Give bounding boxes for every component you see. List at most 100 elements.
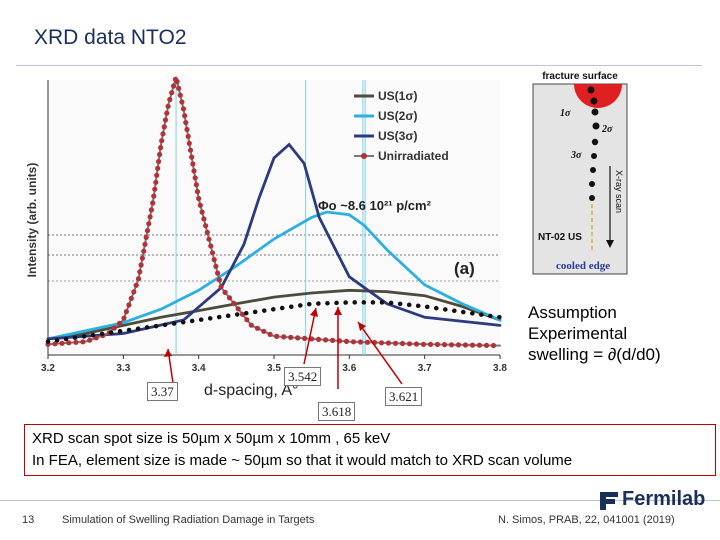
unirradiated-point xyxy=(146,221,152,227)
unirradiated-point xyxy=(152,186,158,192)
unirradiated-point xyxy=(157,151,163,158)
panel-label: (a) xyxy=(454,259,475,278)
unirradiated-point xyxy=(469,342,476,348)
arrowhead-icon xyxy=(358,322,366,331)
x-tick-label: 3.2 xyxy=(41,363,55,374)
sample-inset-diagram: fracture surface 1σ 2σ 3σ X-ray scan NT-… xyxy=(532,71,628,275)
series-line-4 xyxy=(45,300,503,344)
x-tick-label: 3.8 xyxy=(493,363,507,374)
unirradiated-point xyxy=(144,228,151,234)
callout-3618: 3.618 xyxy=(318,402,356,421)
y-axis-label: Intensity (arb. units) xyxy=(25,163,39,278)
unirradiated-point xyxy=(399,340,406,347)
scan-point xyxy=(590,97,598,105)
unirradiated-point xyxy=(177,92,183,98)
unirradiated-point xyxy=(73,339,79,345)
unirradiated-point xyxy=(155,165,161,171)
arrowhead-icon xyxy=(310,308,318,317)
unirradiated-point xyxy=(180,106,187,112)
x-tick-label: 3.3 xyxy=(116,363,130,374)
unirradiated-point xyxy=(167,96,173,103)
unirradiated-point xyxy=(206,236,212,242)
fermilab-logo-icon xyxy=(600,492,618,510)
fermilab-logo: Fermilab xyxy=(598,488,710,514)
unirradiated-point xyxy=(156,158,162,165)
assumption-line-2: Experimental xyxy=(528,324,628,343)
unirradiated-point xyxy=(52,341,58,347)
unirradiated-point xyxy=(187,147,194,153)
x-tick-label: 3.4 xyxy=(192,363,206,374)
unirradiated-point xyxy=(211,257,217,263)
title-divider xyxy=(16,65,702,66)
unirradiated-point xyxy=(87,337,93,343)
unirradiated-point xyxy=(123,309,129,315)
unirradiated-point xyxy=(139,255,145,261)
footer-divider xyxy=(0,500,720,501)
unirradiated-point xyxy=(59,340,65,346)
cooled-edge-label: cooled edge xyxy=(556,260,610,272)
fracture-zone xyxy=(574,84,622,108)
callout-3542: 3.542 xyxy=(284,367,322,386)
unirradiated-point xyxy=(490,342,497,349)
scan-point xyxy=(589,195,595,201)
legend-us2: US(2σ) xyxy=(378,109,418,123)
assumption-line-3: swelling = ∂(d/d0) xyxy=(528,345,661,364)
unirradiated-point xyxy=(193,182,199,188)
unirradiated-point xyxy=(128,295,134,301)
unirradiated-point xyxy=(208,243,214,249)
unirradiated-point xyxy=(197,202,203,208)
footer-title: Simulation of Swelling Radiation Damage … xyxy=(62,514,315,526)
legend: US(1σ) US(2σ) US(3σ) Unirradiated xyxy=(354,89,449,163)
unirradiated-point xyxy=(209,250,216,256)
unirradiated-point xyxy=(190,161,196,167)
page-number: 13 xyxy=(22,514,35,526)
unirradiated-point xyxy=(80,339,86,345)
unirradiated-point xyxy=(385,340,392,346)
sigma-1-label: 1σ xyxy=(560,108,571,119)
unirradiated-point xyxy=(133,282,139,288)
unirradiated-point xyxy=(117,320,123,326)
unirradiated-point xyxy=(203,223,209,229)
xray-scan-label: X-ray scan xyxy=(614,170,624,213)
unirradiated-point xyxy=(176,85,182,91)
unirradiated-point xyxy=(161,124,167,130)
unirradiated-point xyxy=(153,179,159,185)
unirradiated-point xyxy=(483,342,490,348)
unirradiated-point xyxy=(441,342,448,348)
unirradiated-point xyxy=(364,339,371,345)
unirradiated-point xyxy=(192,175,198,181)
unirradiated-point xyxy=(281,334,287,340)
unirradiated-point xyxy=(135,276,142,282)
unirradiated-point xyxy=(184,126,190,133)
unirradiated-point xyxy=(148,207,154,213)
unirradiated-point xyxy=(183,120,189,126)
unirradiated-point xyxy=(154,172,160,178)
arrowhead-icon xyxy=(164,349,172,357)
unirradiated-point xyxy=(169,90,175,96)
unirradiated-point xyxy=(126,302,132,308)
unirradiated-point xyxy=(427,341,434,347)
unirradiated-point xyxy=(434,341,441,348)
callout-3621: 3.621 xyxy=(385,387,423,406)
unirradiated-point xyxy=(66,340,72,346)
unirradiated-point xyxy=(316,336,322,342)
unirradiated-point xyxy=(204,229,210,235)
unirradiated-point xyxy=(196,195,202,202)
scan-point xyxy=(591,108,599,116)
unirradiated-point xyxy=(143,234,149,240)
unirradiated-point xyxy=(448,342,455,348)
assumption-line-1: Assumption xyxy=(528,303,617,322)
legend-us3: US(3σ) xyxy=(378,129,418,143)
callout-arrow-3542 xyxy=(303,307,317,365)
legend-marker-unirradiated xyxy=(361,153,367,159)
unirradiated-point xyxy=(295,335,301,341)
legend-us1: US(1σ) xyxy=(378,89,418,103)
sigma-2-label: 2σ xyxy=(601,124,613,135)
unirradiated-point xyxy=(185,133,191,139)
unirradiated-point xyxy=(194,189,201,195)
inset-title: fracture surface xyxy=(542,71,618,82)
series-line-1 xyxy=(46,210,502,341)
unirradiated-point xyxy=(350,339,357,345)
unirradiated-point xyxy=(131,289,137,295)
unirradiated-point xyxy=(171,83,177,89)
